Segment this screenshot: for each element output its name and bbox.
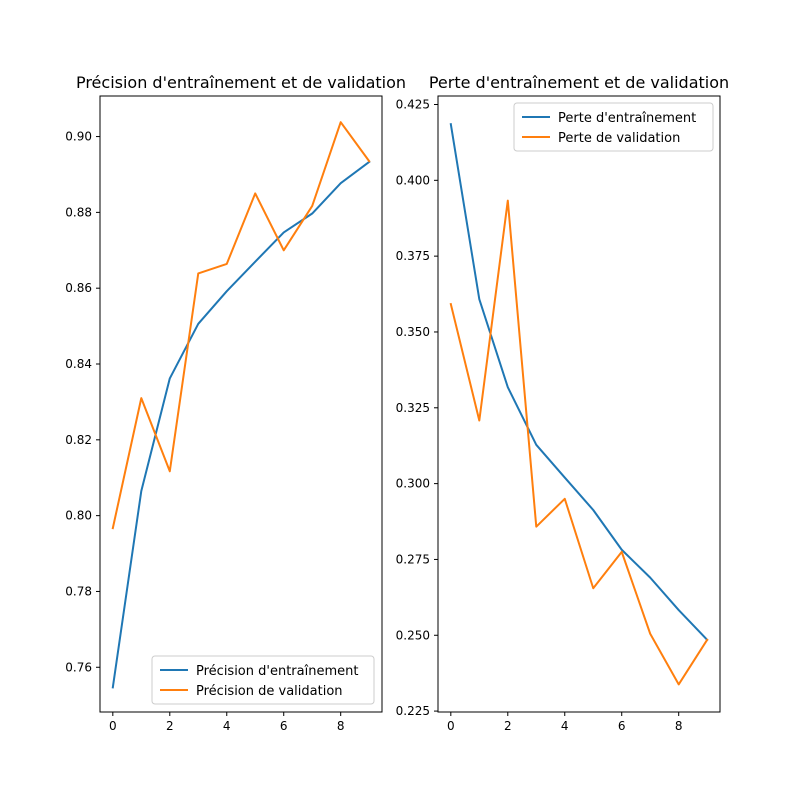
loss-y-tick-label: 0.350 bbox=[396, 325, 430, 339]
accuracy-y-tick-label: 0.80 bbox=[65, 509, 92, 523]
loss-axes-frame bbox=[437, 95, 721, 713]
accuracy-x-tick-label: 6 bbox=[280, 719, 288, 733]
loss-y-tick-label: 0.425 bbox=[396, 97, 430, 111]
accuracy-chart-title: Précision d'entraînement et de validatio… bbox=[76, 73, 406, 92]
loss-y-tick-label: 0.275 bbox=[396, 552, 430, 566]
loss-chart-title: Perte d'entraînement et de validation bbox=[429, 73, 729, 92]
loss-legend-box bbox=[513, 102, 714, 152]
accuracy-y-tick-label: 0.78 bbox=[65, 584, 92, 598]
loss-x-tick-label: 6 bbox=[618, 719, 626, 733]
loss-x-tick-label: 0 bbox=[447, 719, 455, 733]
accuracy-legend-box bbox=[151, 655, 375, 705]
loss-legend-label-training: Perte d'entraînement bbox=[558, 111, 696, 126]
accuracy-x-tick-label: 4 bbox=[223, 719, 231, 733]
accuracy-y-tick-label: 0.90 bbox=[65, 130, 92, 144]
accuracy-legend-label-training: Précision d'entraînement bbox=[196, 664, 358, 679]
accuracy-series-line-validation bbox=[111, 121, 371, 530]
loss-y-tick-label: 0.400 bbox=[396, 173, 430, 187]
accuracy-x-tick-label: 0 bbox=[109, 719, 117, 733]
accuracy-legend: Précision d'entraînement Précision de val… bbox=[151, 655, 375, 705]
loss-x-tick-label: 4 bbox=[561, 719, 569, 733]
accuracy-y-tick-label: 0.86 bbox=[65, 281, 92, 295]
accuracy-chart: Précision d'entraînement et de validatio… bbox=[65, 73, 406, 733]
accuracy-y-tick-label: 0.76 bbox=[65, 660, 92, 674]
loss-y-tick-label: 0.225 bbox=[396, 704, 430, 718]
accuracy-axes-frame bbox=[99, 95, 383, 713]
accuracy-legend-label-validation: Précision de validation bbox=[196, 684, 343, 699]
accuracy-x-tick-label: 8 bbox=[337, 719, 345, 733]
accuracy-x-tick-label: 2 bbox=[166, 719, 174, 733]
loss-x-tick-label: 8 bbox=[675, 719, 683, 733]
loss-x-tick-label: 2 bbox=[504, 719, 512, 733]
loss-legend: Perte d'entraînement Perte de validation bbox=[513, 102, 714, 152]
loss-chart: Perte d'entraînement et de validation 0 2 4… bbox=[396, 73, 730, 733]
loss-series-line-training bbox=[449, 123, 709, 642]
loss-y-tick-label: 0.325 bbox=[396, 401, 430, 415]
loss-y-tick-label: 0.250 bbox=[396, 628, 430, 642]
loss-y-tick-label: 0.375 bbox=[396, 249, 430, 263]
accuracy-y-tick-label: 0.88 bbox=[65, 205, 92, 219]
loss-legend-label-validation: Perte de validation bbox=[558, 131, 680, 146]
loss-series-line-validation bbox=[449, 199, 709, 686]
accuracy-y-tick-label: 0.82 bbox=[65, 433, 92, 447]
loss-y-tick-label: 0.300 bbox=[396, 477, 430, 491]
accuracy-y-tick-label: 0.84 bbox=[65, 357, 92, 371]
